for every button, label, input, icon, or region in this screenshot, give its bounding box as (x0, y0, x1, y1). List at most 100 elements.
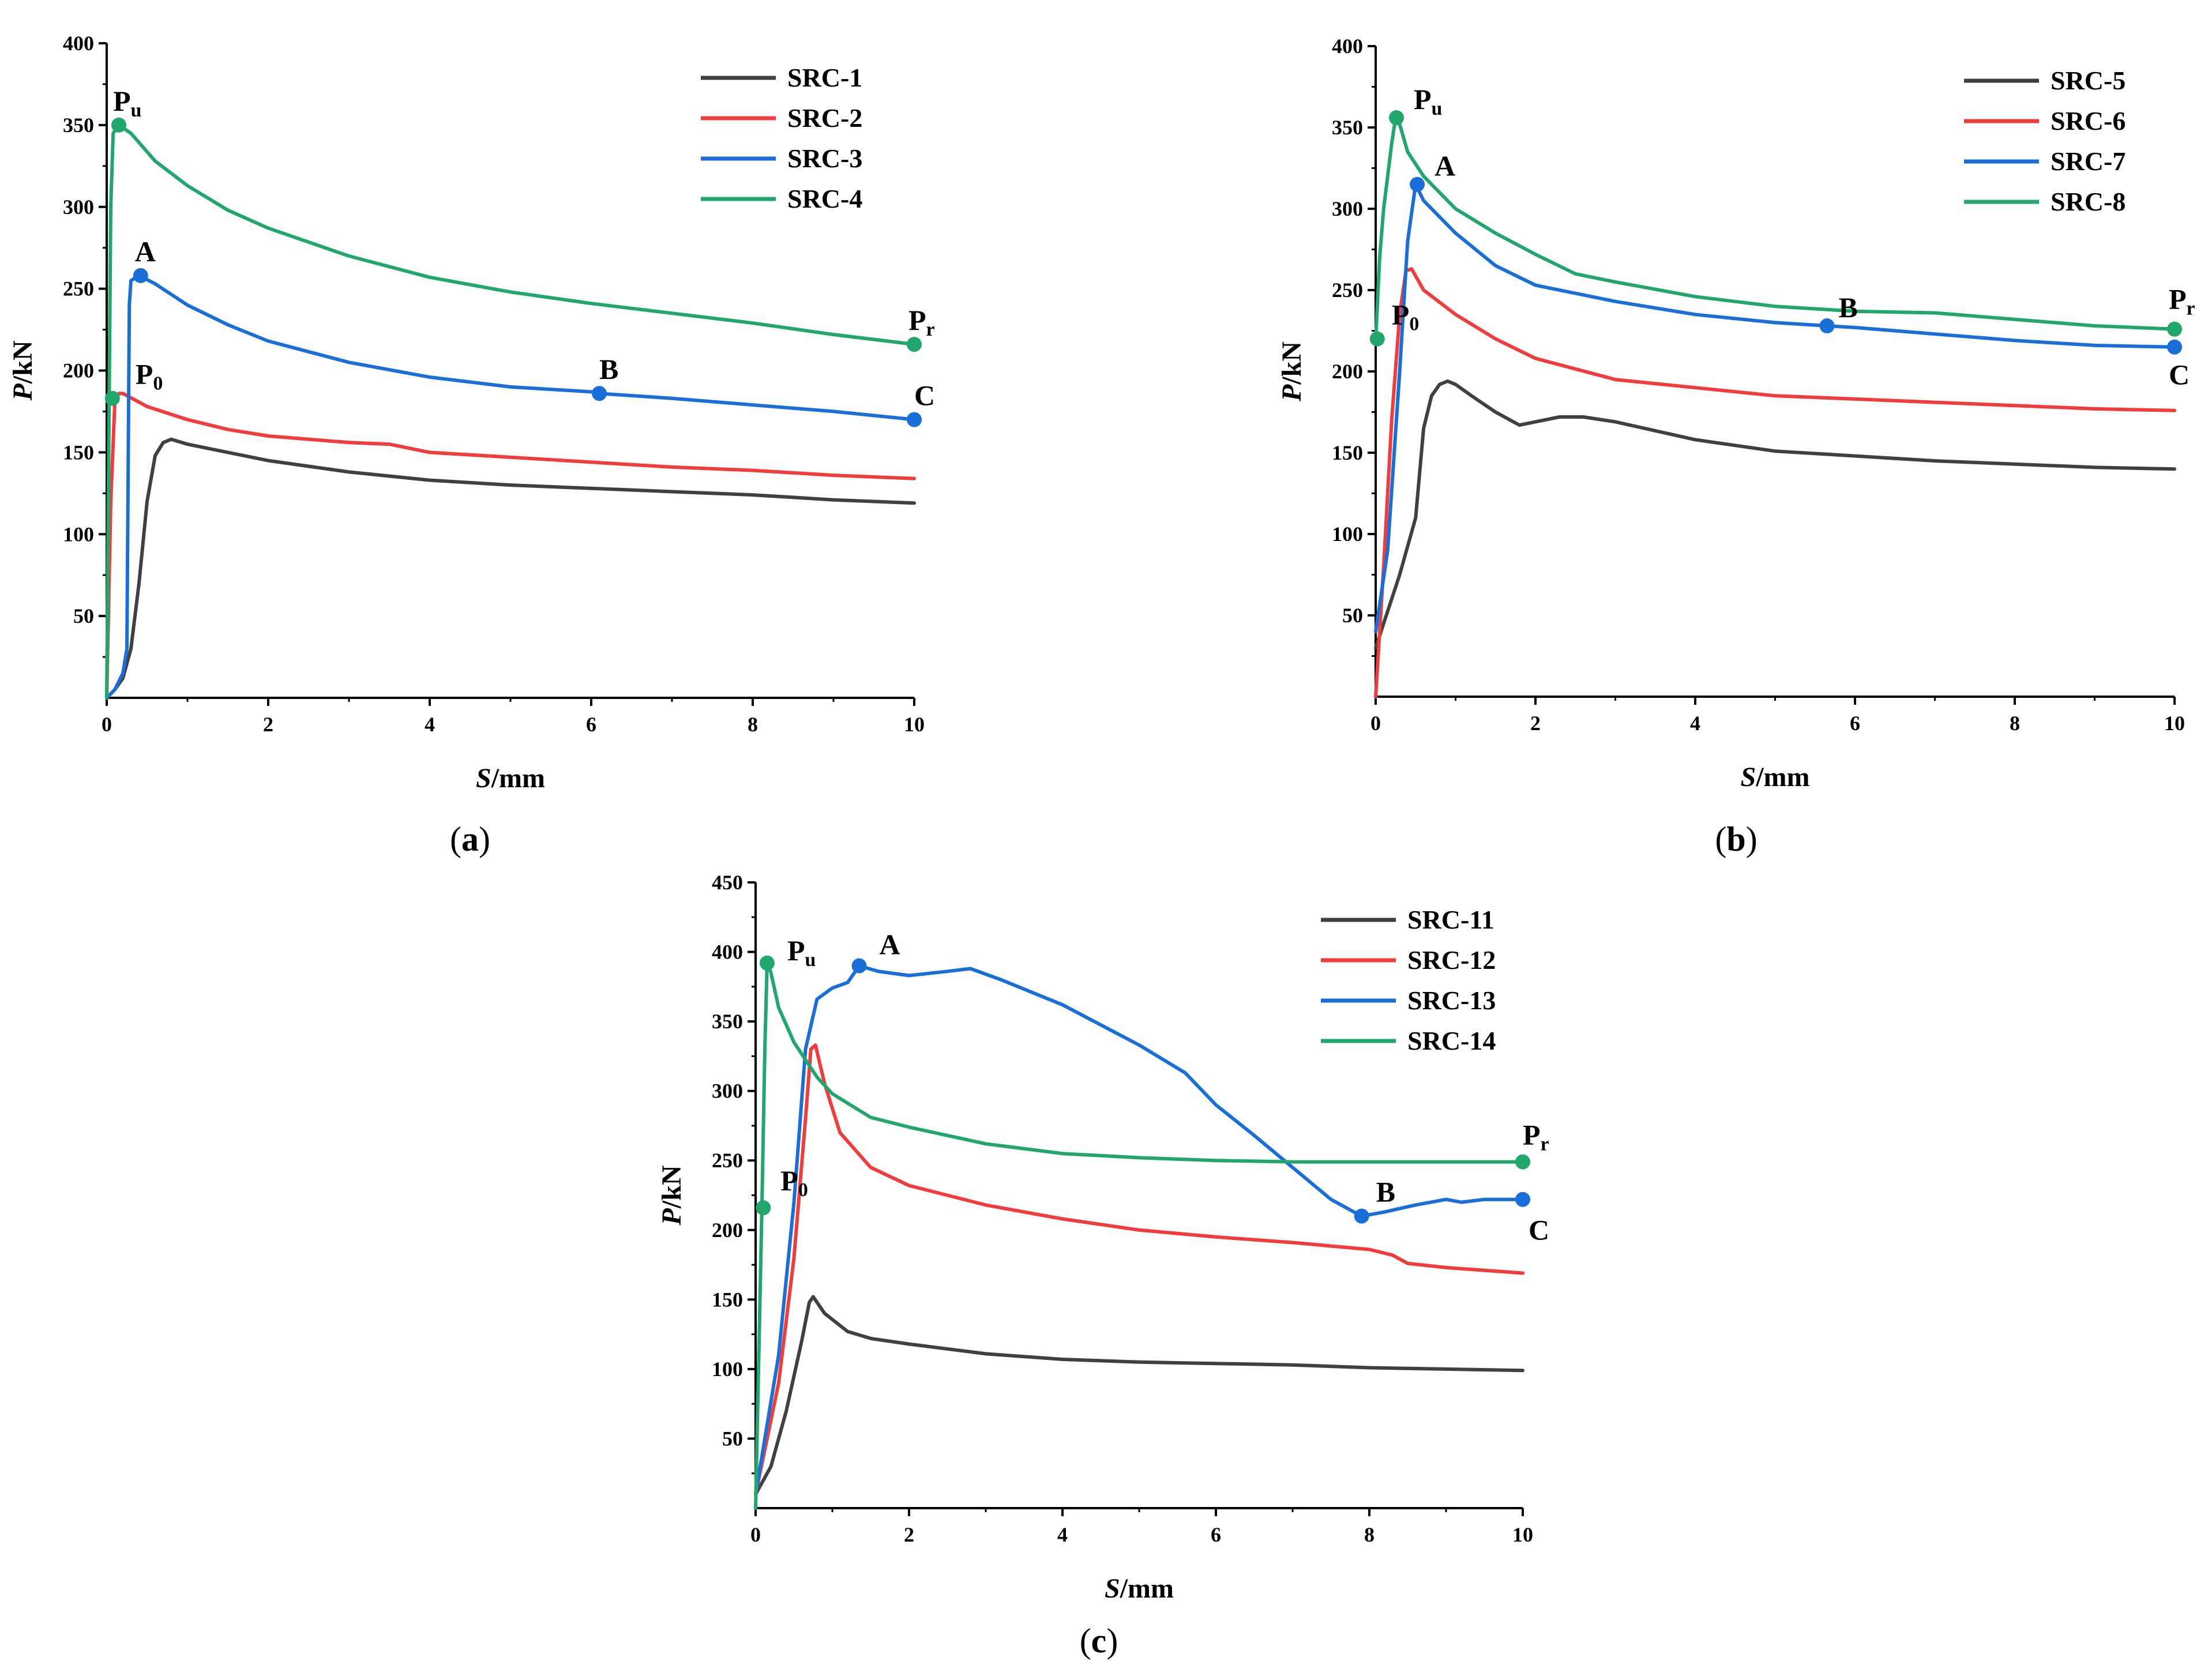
y-tick-label: 50 (722, 1427, 743, 1450)
marker-label: B (599, 353, 618, 385)
series-line-src-8 (1374, 116, 2176, 343)
x-tick-label: 0 (750, 1523, 761, 1546)
legend-label: SRC-14 (1407, 1026, 1496, 1055)
legend-label: SRC-11 (1407, 905, 1494, 934)
legend-label: SRC-3 (787, 144, 862, 173)
y-tick-label: 300 (1332, 197, 1363, 220)
marker-point (907, 412, 922, 427)
marker-label: A (880, 929, 900, 961)
series-line-src-2 (105, 392, 916, 700)
marker-point (1515, 1192, 1530, 1207)
marker-point (133, 268, 148, 283)
marker-label: P0 (780, 1164, 808, 1201)
y-tick-label: 300 (712, 1080, 743, 1103)
y-tick-label: 250 (63, 277, 94, 300)
x-tick-label: 0 (102, 713, 112, 736)
series-line-src-11 (754, 1295, 1524, 1496)
x-tick-label: 8 (2010, 712, 2020, 735)
x-axis-label: S/mm (1740, 762, 1809, 792)
legend-label: SRC-12 (1407, 945, 1496, 975)
marker-point (1389, 110, 1405, 126)
series-line-src-7 (1374, 182, 2176, 634)
legend-label: SRC-8 (2051, 187, 2126, 216)
x-tick-label: 0 (1370, 712, 1381, 735)
y-tick-label: 200 (63, 359, 94, 382)
legend-label: SRC-2 (787, 103, 862, 133)
x-tick-label: 4 (1690, 712, 1700, 735)
x-axis-label: S/mm (476, 763, 545, 794)
chart-panel-1: 50 100 150 200 250 300 350 400 0 2 4 6 8 10 S/mm P/kN SR… (7, 32, 935, 858)
marker-label: Pr (2169, 283, 2195, 320)
legend-label: SRC-13 (1407, 986, 1496, 1015)
x-tick-label: 4 (1057, 1523, 1068, 1546)
x-axis-label: S/mm (1105, 1573, 1174, 1604)
marker-point (2167, 321, 2182, 337)
y-tick-label: 400 (712, 941, 743, 964)
marker-label: C (2169, 359, 2190, 391)
y-tick-label: 350 (1332, 116, 1363, 139)
x-tick-label: 10 (1512, 1523, 1533, 1546)
series-line-src-3 (105, 273, 916, 700)
marker-point (104, 390, 120, 406)
y-tick-label: 100 (63, 523, 94, 546)
marker-point (1369, 331, 1385, 347)
y-tick-label: 350 (63, 114, 94, 137)
marker-point (1819, 318, 1835, 334)
y-tick-label: 200 (712, 1219, 743, 1242)
y-axis-label: P/kN (656, 1165, 687, 1226)
y-tick-label: 350 (712, 1010, 743, 1033)
marker-point (759, 955, 775, 971)
marker-label: Pu (787, 934, 816, 971)
marker-label: Pr (908, 304, 935, 340)
chart-panel-2: 50 100 150 200 250 300 350 400 0 2 4 6 8 10 S/mm P/kN SR… (1276, 35, 2195, 858)
marker-label: B (1839, 291, 1858, 324)
legend-label: SRC-6 (2051, 106, 2126, 136)
x-tick-label: 8 (1364, 1523, 1375, 1546)
x-tick-label: 2 (1530, 712, 1541, 735)
series-line-src-12 (754, 1043, 1524, 1496)
x-tick-label: 10 (2164, 712, 2185, 735)
y-tick-label: 400 (1332, 35, 1363, 58)
y-tick-label: 100 (712, 1358, 743, 1381)
y-tick-label: 150 (712, 1288, 743, 1311)
x-tick-label: 2 (263, 713, 273, 736)
marker-label: P0 (1392, 299, 1420, 335)
marker-point (907, 337, 922, 352)
x-tick-label: 2 (904, 1523, 914, 1546)
y-tick-label: 450 (712, 871, 743, 894)
marker-point (756, 1200, 771, 1216)
series-line-src-5 (1374, 379, 2176, 650)
legend-label: SRC-1 (787, 63, 862, 92)
marker-point (851, 958, 867, 974)
y-tick-label: 400 (63, 32, 94, 55)
y-axis-label: P/kN (1276, 341, 1307, 402)
panel-label: (b) (1715, 820, 1757, 858)
marker-label: B (1376, 1176, 1395, 1208)
legend-label: SRC-4 (787, 184, 862, 213)
y-tick-label: 100 (1332, 523, 1363, 546)
marker-label: C (1529, 1214, 1549, 1246)
marker-label: Pu (113, 85, 141, 121)
y-tick-label: 200 (1332, 360, 1363, 383)
marker-label: C (914, 379, 935, 412)
y-tick-label: 50 (73, 604, 94, 627)
x-tick-label: 4 (425, 713, 435, 736)
x-tick-label: 6 (1850, 712, 1860, 735)
marker-point (1410, 176, 1425, 192)
x-tick-label: 6 (1211, 1523, 1221, 1546)
y-tick-label: 150 (63, 441, 94, 464)
marker-point (592, 386, 607, 401)
panel-label: (c) (1080, 1622, 1118, 1660)
series-line-src-6 (1374, 267, 2176, 698)
marker-point (111, 117, 126, 133)
marker-label: A (1435, 150, 1455, 182)
y-tick-label: 300 (63, 196, 94, 219)
y-tick-label: 50 (1342, 604, 1363, 627)
series-line-src-1 (105, 437, 916, 700)
legend-label: SRC-5 (2051, 66, 2126, 95)
series-line-src-13 (754, 964, 1524, 1496)
x-tick-label: 10 (904, 713, 925, 736)
marker-label: Pu (1414, 83, 1442, 119)
y-tick-label: 250 (712, 1149, 743, 1172)
